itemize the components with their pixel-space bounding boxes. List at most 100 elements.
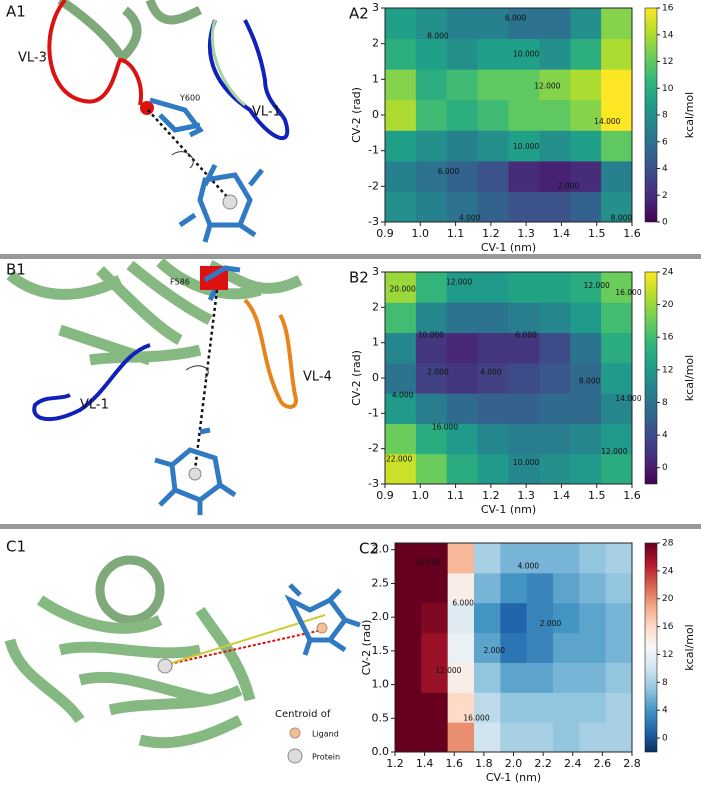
contour-label: 6.000 — [452, 599, 474, 608]
energy-cell — [605, 572, 633, 604]
y-tick-label: 3.0 — [372, 543, 390, 556]
energy-cell — [601, 393, 633, 424]
energy-cell — [395, 602, 422, 634]
y-tick-label: -2 — [368, 179, 379, 192]
colorbar-tick-label: 6 — [662, 137, 668, 147]
energy-cell — [395, 662, 422, 693]
x-tick-label: 2.8 — [623, 757, 641, 770]
x-tick-label: 1.3 — [517, 489, 535, 502]
energy-cell — [601, 423, 633, 455]
energy-cell — [385, 191, 417, 223]
y-tick-label: 3 — [372, 265, 379, 278]
colorbar-tick-label: 8 — [662, 678, 668, 688]
contour-label: 14.000 — [615, 394, 641, 403]
energy-cell — [447, 632, 475, 663]
colorbar-tick-label: 20 — [662, 300, 674, 310]
y-tick-label: -3 — [368, 477, 379, 490]
energy-cell — [508, 38, 540, 70]
energy-cell — [553, 572, 580, 604]
energy-cell — [385, 423, 417, 455]
energy-cell — [477, 302, 509, 334]
contour-label: 20.000 — [390, 285, 416, 294]
energy-cell — [526, 722, 554, 753]
annotation: VL-3 — [18, 51, 47, 66]
colorbar-tick-label: 0 — [662, 218, 668, 228]
energy-cell — [395, 632, 422, 663]
energy-cell — [415, 191, 448, 223]
energy-cell — [477, 38, 509, 70]
colorbar-tick-label: 14 — [662, 30, 674, 40]
colorbar-tick-label: 24 — [662, 268, 674, 278]
energy-cell — [570, 69, 602, 101]
contour-label: 8.000 — [579, 377, 601, 386]
energy-cell — [570, 302, 602, 334]
energy-cell — [447, 722, 475, 753]
x-tick-label: 1.5 — [588, 227, 606, 240]
y-tick-label: 3 — [372, 1, 379, 14]
contour-label: 12.000 — [435, 666, 461, 675]
colorbar-tick-label: 0 — [662, 734, 668, 744]
energy-cell — [421, 543, 449, 574]
energy-cell — [446, 453, 479, 485]
x-tick-label: 1.5 — [588, 489, 606, 502]
contour-label: 16.000 — [463, 713, 489, 722]
colorbar-tick-label: 4 — [662, 431, 668, 441]
energy-cell — [539, 423, 571, 455]
x-tick-label: 1.3 — [517, 227, 535, 240]
colorbar-tick-label: 24 — [662, 566, 674, 576]
contour-label: 10.000 — [513, 49, 539, 58]
energy-cell — [553, 543, 580, 574]
energy-cell — [477, 423, 509, 455]
energy-cell — [570, 453, 602, 485]
colorbar-label: kcal/mol — [683, 355, 696, 401]
colorbar-tick-label: 8 — [662, 111, 668, 121]
energy-cell — [539, 130, 571, 162]
energy-cell — [446, 302, 479, 334]
energy-cell — [601, 362, 633, 394]
energy-cell — [421, 692, 449, 723]
y-tick-label: 0.5 — [372, 711, 390, 724]
energy-cell — [579, 543, 607, 574]
colorbar-tick-label: 12 — [662, 650, 673, 660]
energy-cell — [474, 543, 501, 574]
energy-cell — [539, 302, 571, 334]
colorbar-tick-label: 16 — [662, 4, 674, 14]
energy-cell — [508, 332, 540, 364]
contour-label: 10.000 — [513, 458, 539, 467]
energy-cell — [539, 69, 571, 101]
energy-cell — [474, 722, 501, 753]
colorbar — [644, 7, 658, 223]
energy-cell — [500, 632, 528, 663]
contour-label: 8.000 — [611, 213, 633, 222]
x-tick-label: 1.0 — [412, 227, 430, 240]
energy-cell — [508, 160, 540, 192]
energy-cell — [601, 453, 633, 485]
energy-cell — [539, 160, 571, 192]
energy-cell — [446, 69, 479, 101]
x-tick-label: 1.1 — [447, 489, 465, 502]
energy-cell — [415, 38, 448, 70]
energy-cell — [601, 191, 633, 223]
energy-cell — [385, 69, 417, 101]
energy-cell — [601, 160, 633, 192]
y-axis-label: CV-2 (rad) — [350, 87, 363, 143]
energy-cell — [421, 662, 449, 693]
colorbar-tick-label: 2 — [662, 191, 668, 201]
contour-label: 4.000 — [459, 213, 481, 222]
separator — [0, 254, 701, 259]
contour-label: 12.000 — [584, 281, 610, 290]
energy-cell — [447, 602, 475, 634]
separator — [0, 524, 701, 529]
energy-cell — [477, 362, 509, 394]
colorbar-tick-label: 0 — [662, 463, 668, 473]
energy-cell — [605, 632, 633, 663]
energy-cell — [447, 572, 475, 604]
contour-label: 24.000 — [414, 558, 440, 567]
x-tick-label: 1.6 — [446, 757, 464, 770]
y-tick-label: 2.5 — [372, 576, 390, 589]
energy-cell — [500, 722, 528, 753]
x-tick-label: 1.4 — [553, 489, 571, 502]
energy-cell — [539, 272, 571, 303]
x-tick-label: 1.8 — [475, 757, 493, 770]
energy-cell — [415, 393, 448, 424]
